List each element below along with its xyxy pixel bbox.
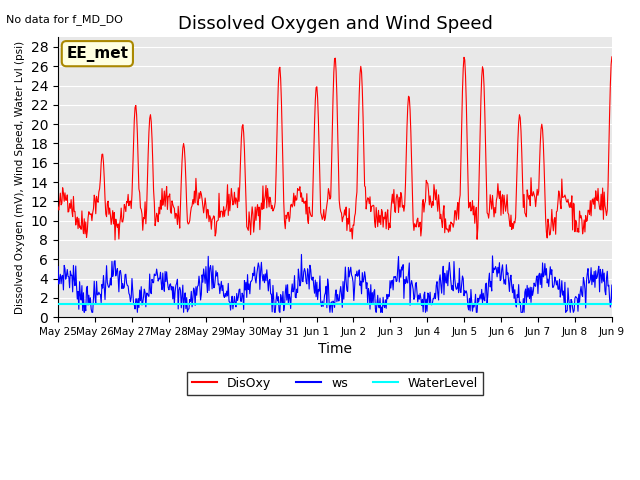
Y-axis label: Dissolved Oxygen (mV), Wind Speed, Water Lvl (psi): Dissolved Oxygen (mV), Wind Speed, Water…	[15, 41, 25, 314]
DisOxy	[608, 54, 616, 60]
WaterLevel	[415, 301, 422, 307]
ws	[262, 278, 270, 284]
WaterLevel	[54, 301, 62, 307]
ws	[449, 288, 457, 294]
DisOxy	[111, 237, 119, 243]
Text: EE_met: EE_met	[67, 46, 129, 61]
ws	[233, 290, 241, 296]
ws	[285, 300, 292, 306]
ws	[298, 252, 305, 257]
ws	[54, 264, 62, 269]
Text: No data for f_MD_DO: No data for f_MD_DO	[6, 14, 124, 25]
WaterLevel	[261, 301, 269, 307]
DisOxy	[54, 204, 62, 210]
X-axis label: Time: Time	[318, 342, 352, 357]
WaterLevel	[448, 301, 456, 307]
DisOxy	[449, 221, 456, 227]
WaterLevel	[232, 301, 240, 307]
Line: ws: ws	[58, 254, 640, 312]
ws	[81, 310, 88, 315]
WaterLevel	[124, 301, 131, 307]
DisOxy	[415, 223, 423, 229]
Line: DisOxy: DisOxy	[58, 57, 640, 240]
DisOxy	[285, 209, 292, 215]
ws	[416, 290, 424, 296]
DisOxy	[124, 192, 132, 197]
DisOxy	[262, 182, 270, 188]
DisOxy	[233, 198, 241, 204]
WaterLevel	[284, 301, 291, 307]
ws	[124, 283, 132, 289]
Legend: DisOxy, ws, WaterLevel: DisOxy, ws, WaterLevel	[187, 372, 483, 395]
Title: Dissolved Oxygen and Wind Speed: Dissolved Oxygen and Wind Speed	[177, 15, 492, 33]
